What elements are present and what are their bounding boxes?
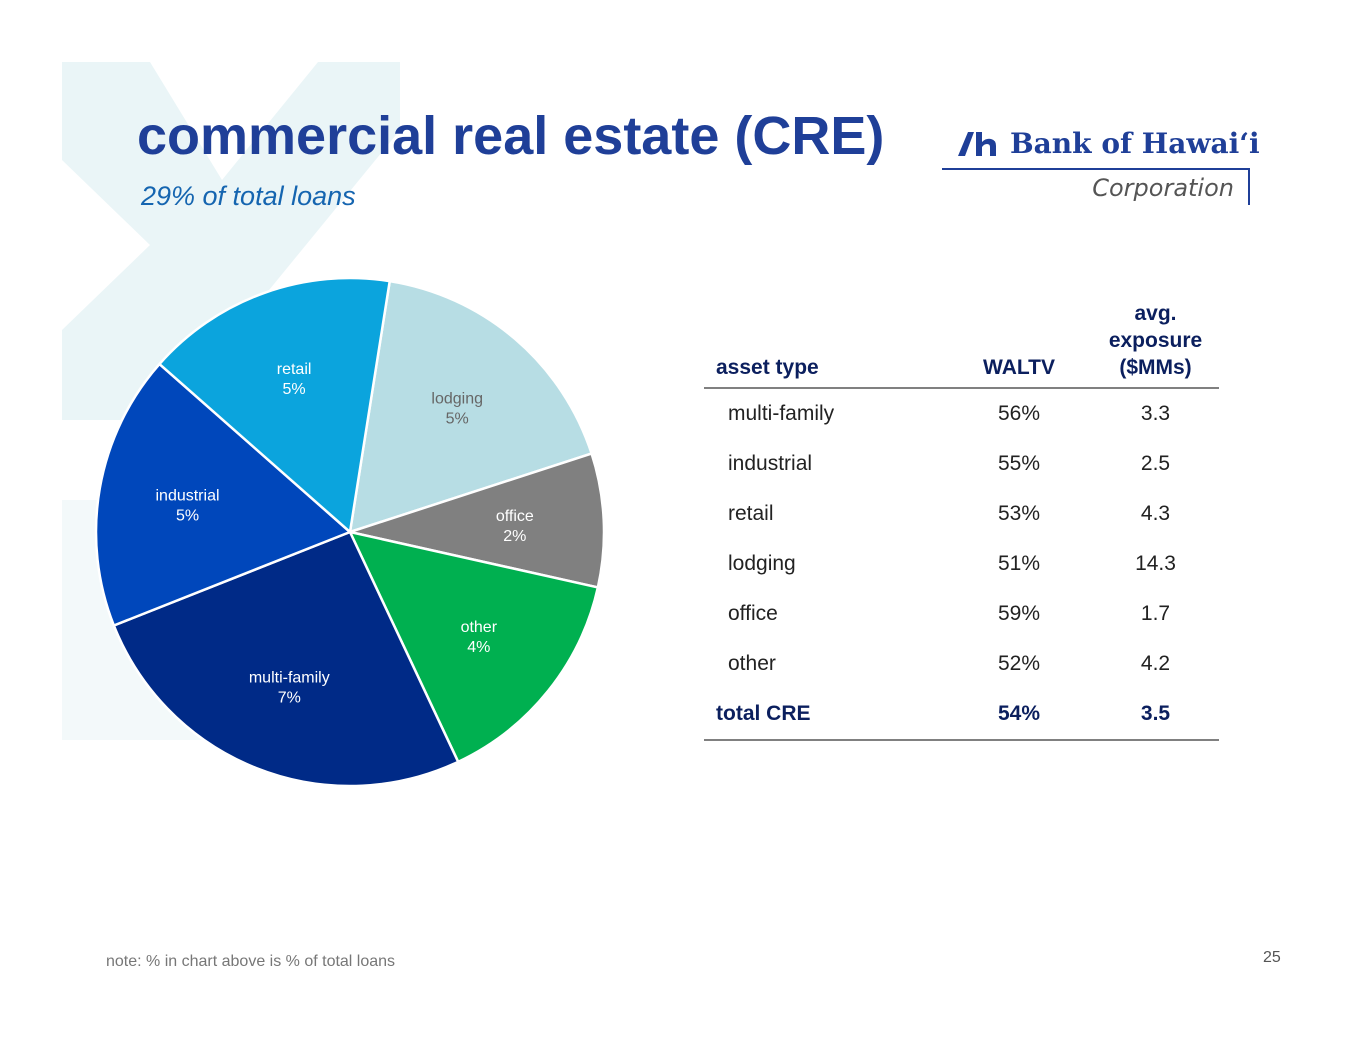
page-number: 25	[1263, 949, 1281, 966]
cell-asset: industrial	[728, 452, 813, 475]
pie-value-multi-family: 7%	[278, 689, 301, 706]
cell-avg: 4.3	[1140, 502, 1171, 525]
cell-avg: 4.2	[1140, 652, 1171, 675]
cell-total-asset: total CRE	[704, 689, 946, 741]
pie-slice-multi-family	[112, 530, 460, 788]
pie-label-office: office	[496, 508, 534, 525]
cell-asset: retail	[728, 502, 774, 525]
cell-avg: 1.7	[1140, 602, 1171, 625]
bank-logo-name: Bank of Hawaiʻi	[1010, 127, 1260, 160]
slide-subtitle: 29% of total loans	[141, 181, 356, 211]
header-avg-exposure: avg. exposure ($MMs)	[1092, 300, 1219, 389]
table-row: retail 53% 4.3	[704, 489, 1219, 539]
header-waltv: WALTV	[946, 300, 1092, 389]
pie-label-lodging: lodging	[431, 391, 483, 408]
table-row: office 59% 1.7	[704, 589, 1219, 639]
header-asset-type: asset type	[704, 300, 946, 389]
pie-slice-office	[345, 451, 606, 589]
table-total-row: total CRE 54% 3.5	[704, 689, 1219, 741]
bank-logo-mark-icon	[958, 132, 996, 156]
cre-table-container: asset type WALTV avg. exposure ($MMs) mu…	[704, 300, 1219, 741]
footnote: note: % in chart above is % of total loa…	[106, 953, 396, 970]
cell-waltv: 52%	[997, 652, 1041, 675]
cell-avg: 2.5	[1140, 452, 1171, 475]
cell-asset: office	[728, 602, 778, 625]
table-row: multi-family 56% 3.3	[704, 388, 1219, 439]
table-row: lodging 51% 14.3	[704, 539, 1219, 589]
cell-waltv: 56%	[997, 402, 1041, 425]
cell-waltv: 53%	[997, 502, 1041, 525]
pie-slice-other	[347, 530, 600, 764]
cell-avg: 3.3	[1140, 402, 1171, 425]
header-avg-line1: avg.	[1134, 302, 1177, 325]
pie-value-office: 2%	[503, 528, 526, 545]
cre-table: asset type WALTV avg. exposure ($MMs) mu…	[704, 300, 1219, 741]
cell-total-waltv: 54%	[946, 689, 1092, 741]
cre-pie-chart: lodging 5% office 2% other 4% multi-family 7% in…	[94, 276, 606, 788]
logo-divider	[942, 168, 1250, 170]
bank-logo-corporation: Corporation	[1092, 174, 1234, 202]
cell-waltv: 51%	[997, 552, 1041, 575]
table-header-row: asset type WALTV avg. exposure ($MMs)	[704, 300, 1219, 389]
pie-label-multi-family: multi-family	[249, 669, 330, 686]
pie-label-industrial: industrial	[155, 488, 219, 505]
cell-asset: other	[728, 652, 776, 675]
pie-slice-retail	[157, 276, 392, 535]
cell-waltv: 55%	[997, 452, 1041, 475]
pie-value-lodging: 5%	[446, 411, 469, 428]
pie-value-retail: 5%	[283, 381, 306, 398]
table-row: industrial 55% 2.5	[704, 439, 1219, 489]
cell-asset: multi-family	[728, 402, 835, 425]
cell-total-avg: 3.5	[1092, 689, 1219, 741]
pie-label-retail: retail	[277, 361, 312, 378]
pie-slice-industrial	[94, 362, 353, 628]
cell-waltv: 59%	[997, 602, 1041, 625]
pie-value-other: 4%	[467, 639, 490, 656]
cell-asset: lodging	[728, 552, 796, 575]
bank-logo: Bank of Hawaiʻi Corporation	[942, 120, 1260, 210]
table-row: other 52% 4.2	[704, 639, 1219, 689]
pie-value-industrial: 5%	[176, 508, 199, 525]
header-avg-line3: ($MMs)	[1119, 356, 1192, 379]
logo-divider-vertical	[1248, 168, 1250, 205]
pie-label-other: other	[461, 619, 498, 636]
header-avg-line2: exposure	[1108, 329, 1203, 352]
slide-title: commercial real estate (CRE)	[137, 106, 885, 166]
cell-avg: 14.3	[1135, 552, 1176, 575]
pie-slice-lodging	[348, 279, 594, 534]
